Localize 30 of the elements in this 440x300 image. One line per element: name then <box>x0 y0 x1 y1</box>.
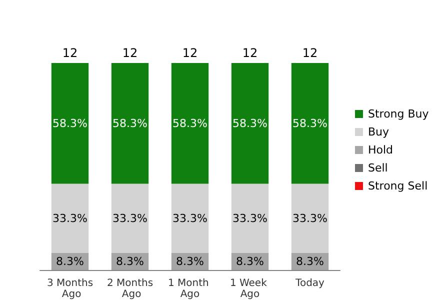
data-label: 58.3% <box>232 116 268 130</box>
legend-label: Buy <box>368 126 390 138</box>
data-label: 58.3% <box>292 116 328 130</box>
data-label: 33.3% <box>292 212 328 225</box>
data-label: 33.3% <box>232 212 268 225</box>
data-label: 8.3% <box>56 254 84 268</box>
data-label: 33.3% <box>172 212 208 225</box>
data-label: 58.3% <box>52 116 88 130</box>
data-label: 8.3% <box>116 254 144 268</box>
data-label: 33.3% <box>112 212 148 225</box>
annotation: 12 <box>302 46 318 60</box>
x-tick-label: 3 Months Ago <box>46 278 94 300</box>
x-tick-label: 2 Months Ago <box>106 278 154 300</box>
x-tick-label: Today <box>294 278 325 289</box>
data-label: 58.3% <box>112 116 148 130</box>
legend-label: Strong Sell <box>368 180 428 192</box>
annotation: 12 <box>62 46 78 60</box>
x-tick-label: 1 Week Ago <box>230 278 270 300</box>
data-label: 8.3% <box>296 254 324 268</box>
data-label: 8.3% <box>236 254 264 268</box>
annotation: 12 <box>242 46 258 60</box>
annotation: 12 <box>122 46 138 60</box>
data-label: 8.3% <box>176 254 204 268</box>
data-label: 33.3% <box>52 212 88 225</box>
annotation: 12 <box>182 46 198 60</box>
legend-label: Sell <box>368 162 388 174</box>
data-label: 58.3% <box>172 116 208 130</box>
legend-label: Hold <box>368 144 394 156</box>
legend-label: Strong Buy <box>368 108 430 120</box>
x-tick-label: 1 Month Ago <box>168 278 212 300</box>
